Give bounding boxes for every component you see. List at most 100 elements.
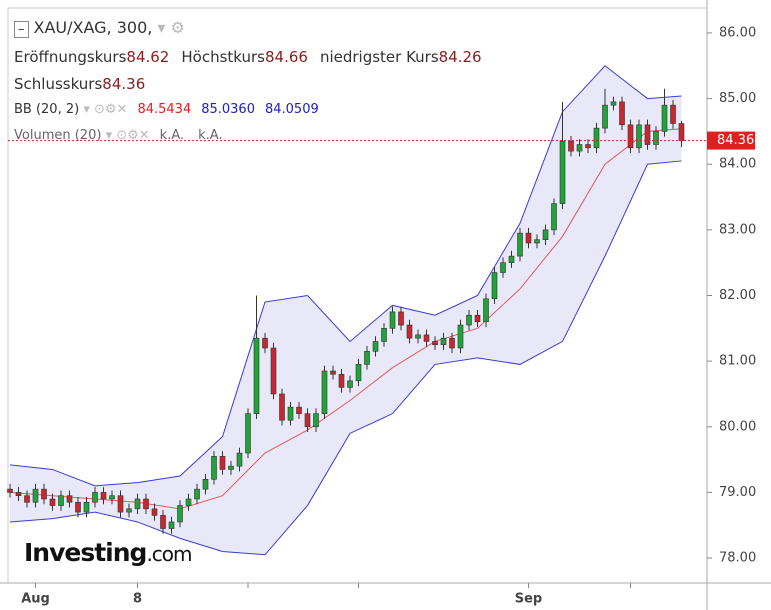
candle-body — [347, 380, 353, 388]
label: Eröffnungskurs — [14, 48, 127, 66]
band-line — [9, 128, 682, 510]
candle-body — [636, 124, 642, 149]
candle-body — [415, 334, 421, 339]
icons[interactable]: ▾ ⊙⚙✕ — [105, 128, 150, 143]
close-row: Schlusskurs84.36 — [14, 75, 157, 93]
value: 84.0509 — [264, 102, 319, 117]
candle-body — [542, 229, 549, 241]
y-tick-label: 86.00 — [719, 25, 756, 40]
candle-body — [262, 337, 268, 349]
icons[interactable]: ▾ ⚙ — [157, 18, 185, 37]
logo-name: Investing — [24, 538, 147, 567]
value: k.A. — [198, 128, 223, 143]
y-tick-label: 80.00 — [719, 419, 756, 434]
candle-body — [253, 337, 260, 414]
candle-body — [610, 101, 617, 106]
candle-body — [534, 239, 540, 244]
candle-body — [100, 492, 107, 500]
candle-body — [15, 492, 22, 496]
candle-body — [670, 104, 676, 124]
candle-body — [627, 124, 634, 149]
value: 84.36 — [102, 75, 146, 93]
candle-body — [593, 127, 600, 149]
last-price-box — [707, 131, 755, 150]
candle-body — [66, 495, 73, 503]
candle-body — [619, 101, 625, 126]
candle-body — [568, 140, 574, 152]
candle-body — [321, 370, 328, 414]
candle-body — [41, 488, 47, 500]
candle-body — [381, 328, 387, 342]
candle-body — [228, 465, 234, 470]
candle-body — [304, 413, 311, 428]
candle-body — [287, 406, 294, 421]
candle-body — [92, 492, 98, 503]
candle-body — [24, 495, 30, 503]
candle-body — [117, 495, 124, 513]
candle-body — [126, 508, 132, 513]
candle-body — [355, 364, 362, 382]
candle-body — [576, 144, 583, 152]
value: 84.66 — [264, 48, 308, 66]
candle-body — [559, 140, 566, 204]
candle-body — [508, 255, 515, 263]
candle-body — [109, 495, 115, 500]
label: niedrigster Kurs — [319, 48, 439, 66]
candle-body — [517, 232, 523, 257]
candle-body — [296, 406, 302, 414]
candle-body — [338, 373, 345, 388]
candle-body — [491, 272, 498, 300]
icons[interactable]: ▾ ⊙⚙✕ — [83, 102, 128, 117]
candle-body — [211, 456, 217, 480]
chart-title: XAU/XAG, 300, — [33, 18, 153, 37]
candle-body — [483, 298, 489, 323]
candle-body — [177, 505, 183, 523]
candle-body — [279, 393, 285, 421]
candle-body — [185, 498, 192, 506]
title-row: – XAU/XAG, 300, ▾ ⚙ — [14, 18, 185, 38]
label: Höchstkurs — [181, 48, 265, 66]
collapse-icon[interactable]: – — [14, 21, 29, 38]
candle-body — [245, 413, 251, 454]
candle-body — [160, 515, 166, 529]
candle-body — [58, 495, 64, 506]
candle-body — [168, 521, 175, 529]
y-tick-label: 84.00 — [719, 157, 756, 172]
candle-body — [500, 262, 506, 273]
y-tick-label: 79.00 — [719, 485, 756, 500]
candle-body — [440, 337, 447, 346]
x-tick-label: Sep — [515, 592, 543, 607]
candle-body — [661, 104, 668, 132]
candle-body — [364, 350, 370, 365]
candle-body — [7, 488, 13, 493]
x-tick-label: 8 — [133, 592, 142, 607]
candle-body — [678, 123, 685, 141]
candle-body — [83, 501, 90, 513]
candle-body — [525, 232, 532, 244]
y-tick-label: 83.00 — [719, 222, 756, 237]
candle-body — [644, 124, 651, 145]
candle-body — [49, 498, 56, 506]
candle-body — [551, 203, 557, 231]
value: 84.62 — [126, 48, 170, 66]
ohlc-row: Eröffnungskurs84.62 Höchstkurs84.66 niedri… — [14, 48, 494, 66]
candle-body — [236, 452, 243, 467]
candle-body — [75, 501, 81, 513]
value: k.A. — [159, 128, 185, 143]
logo: Investing.com — [24, 538, 193, 567]
candle-body — [151, 508, 158, 516]
candle-body — [270, 347, 277, 395]
candle-body — [585, 144, 591, 149]
candle-body — [194, 488, 200, 500]
label: BB (20, 2) — [14, 102, 80, 117]
candle-body — [449, 337, 455, 349]
candle-body — [202, 478, 209, 490]
candle-body — [372, 341, 379, 352]
candle-body — [474, 314, 481, 323]
label: Schlusskurs — [14, 75, 103, 93]
label: Volumen (20) — [14, 128, 102, 143]
value: 85.0360 — [201, 102, 255, 117]
candle-body — [466, 314, 472, 326]
